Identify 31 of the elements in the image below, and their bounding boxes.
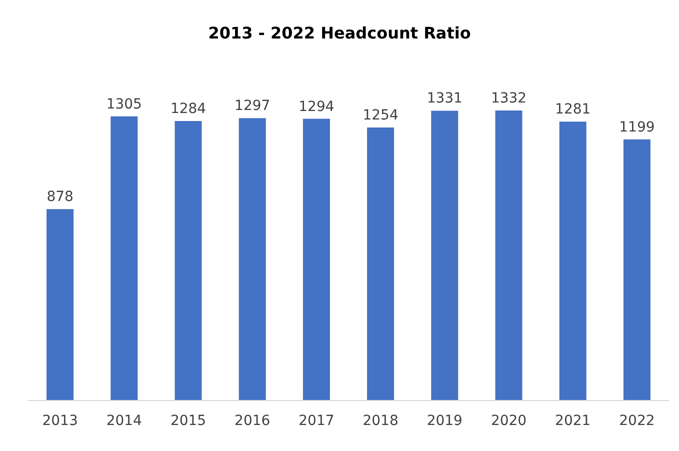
bar bbox=[431, 110, 458, 400]
bar bbox=[302, 118, 330, 400]
data-label: 1284 bbox=[170, 100, 206, 117]
bar bbox=[367, 127, 394, 400]
x-tick-label: 2020 bbox=[490, 413, 527, 429]
x-tick-label: 2017 bbox=[298, 413, 334, 429]
bar bbox=[238, 118, 266, 400]
chart-title: 2013 - 2022 Headcount Ratio bbox=[208, 24, 471, 42]
bar bbox=[110, 116, 138, 400]
bar bbox=[495, 110, 522, 400]
data-label: 1199 bbox=[619, 119, 655, 136]
bar bbox=[174, 120, 202, 400]
x-tick-label: 2021 bbox=[555, 413, 591, 429]
data-label: 1297 bbox=[234, 98, 270, 114]
data-label: 1331 bbox=[426, 90, 462, 107]
bar bbox=[46, 209, 74, 400]
x-tick-label: 2015 bbox=[170, 413, 206, 429]
x-tick-label: 2014 bbox=[106, 413, 142, 429]
x-tick-label: 2022 bbox=[619, 413, 655, 429]
bar bbox=[623, 139, 650, 400]
x-tick-label: 2016 bbox=[234, 413, 270, 429]
data-label: 878 bbox=[46, 189, 74, 206]
x-tick-label: 2019 bbox=[426, 413, 462, 429]
x-tick-label: 2018 bbox=[362, 413, 398, 429]
data-label: 1294 bbox=[298, 98, 334, 115]
data-label: 1281 bbox=[555, 102, 591, 118]
data-label: 1332 bbox=[490, 90, 527, 107]
data-label: 1254 bbox=[362, 107, 398, 124]
x-tick-label: 2013 bbox=[42, 413, 78, 429]
data-label: 1305 bbox=[106, 96, 142, 112]
bar bbox=[559, 122, 586, 400]
